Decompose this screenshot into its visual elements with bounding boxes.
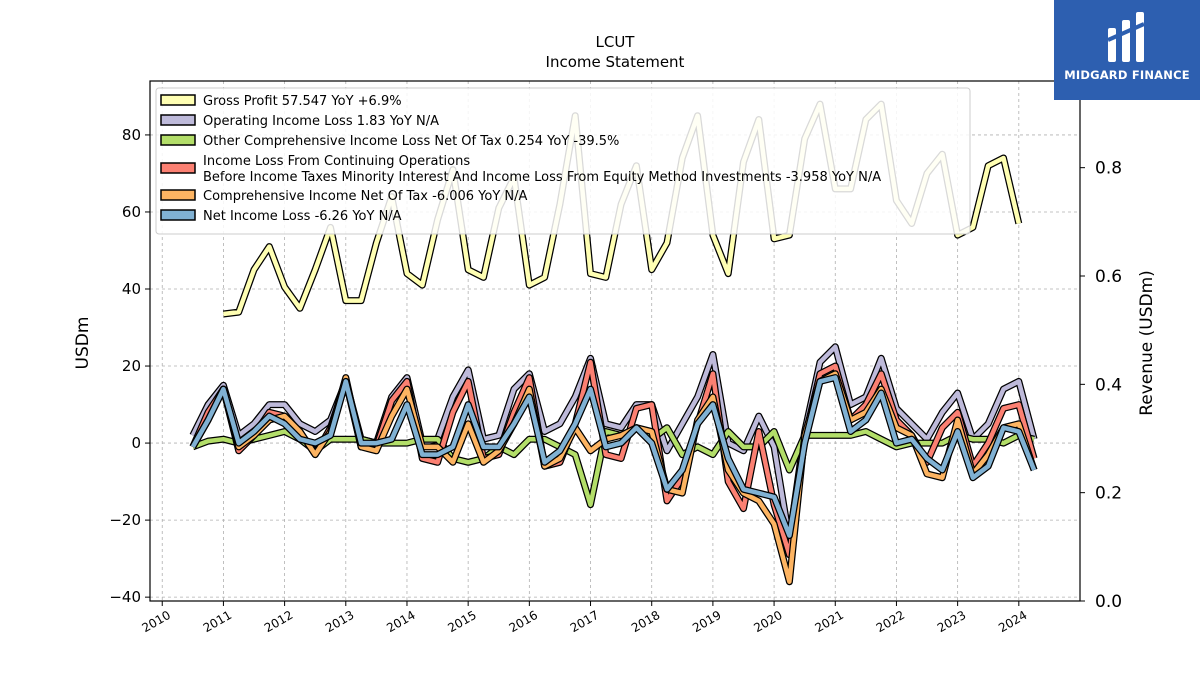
y-tick-label: 20 (122, 357, 141, 375)
x-tick-label: 2024 (996, 608, 1029, 635)
y2-tick-label: 0.4 (1095, 375, 1122, 395)
y2-tick-label: 0.2 (1095, 484, 1122, 504)
x-tick-label: 2020 (751, 608, 784, 635)
x-tick-label: 2017 (568, 608, 601, 635)
x-tick-label: 2014 (384, 608, 417, 635)
legend-swatch (160, 209, 196, 221)
x-tick-label: 2011 (201, 608, 234, 635)
y-axis-label: USDm (73, 317, 93, 370)
legend-label: Comprehensive Income Net Of Tax -6.006 Y… (203, 189, 528, 204)
x-tick-label: 2013 (323, 608, 356, 635)
y-tick-label: 0 (131, 434, 141, 452)
legend-frame (155, 87, 971, 235)
legend-label: Before Income Taxes Minority Interest An… (203, 170, 881, 185)
y-tick-label: −40 (109, 588, 141, 606)
y2-tick-label: 0.6 (1095, 267, 1122, 287)
x-tick-label: 2023 (935, 608, 968, 635)
axes: 2010 2011 2012 2013 2014 2015 2016 2017 2018 2019… (109, 126, 1122, 635)
legend-swatch (160, 162, 196, 174)
series-line-net-income-loss (190, 375, 1037, 538)
x-tick-label: 2010 (140, 608, 173, 635)
legend-label: Gross Profit 57.547 YoY +6.9% (203, 94, 402, 109)
brand-name: MIDGARD FINANCE (1064, 68, 1190, 82)
y2-tick-label: 0.8 (1095, 159, 1122, 179)
x-tick-label: 2021 (813, 608, 846, 635)
brand-logo: MIDGARD FINANCE (1054, 0, 1200, 100)
x-tick-label: 2018 (629, 608, 662, 635)
legend-label: Operating Income Loss 1.83 YoY N/A (203, 114, 439, 129)
legend-swatch (160, 94, 196, 106)
series-line-income-loss-from-continuing-operations (190, 359, 1037, 558)
x-tick-label: 2012 (262, 608, 295, 635)
legend-label: Other Comprehensive Income Loss Net Of T… (203, 134, 619, 149)
x-tick-label: 2015 (445, 608, 478, 635)
legend-swatch (160, 134, 196, 146)
y-tick-label: −20 (109, 511, 141, 529)
brand-mark-icon (1107, 12, 1145, 62)
legend: Gross Profit 57.547 YoY +6.9% Operating I… (155, 87, 971, 235)
y2-axis-label: Revenue (USDm) (1137, 270, 1157, 416)
y-tick-label: 80 (122, 126, 141, 144)
x-tick-label: 2019 (690, 608, 723, 635)
chart-subtitle: Income Statement (546, 53, 685, 71)
y-tick-label: 60 (122, 203, 141, 221)
legend-swatch (160, 114, 196, 126)
chart-title: LCUT (596, 33, 636, 51)
x-tick-label: 2016 (507, 608, 540, 635)
y2-tick-label: 0.0 (1095, 592, 1122, 612)
x-tick-label: 2022 (874, 608, 907, 635)
y-tick-label: 40 (122, 280, 141, 298)
legend-label: Net Income Loss -6.26 YoY N/A (203, 209, 402, 224)
series-line-other-comprehensive-income-loss-net-of-tax (192, 425, 1035, 507)
series-line-comprehensive-income-net-of-tax (190, 371, 1037, 584)
plot-frame (149, 80, 1081, 602)
legend-label: Income Loss From Continuing Operations (203, 154, 470, 169)
series-outline-comprehensive-income-net-of-tax (189, 370, 1038, 586)
legend-swatch (160, 189, 196, 201)
